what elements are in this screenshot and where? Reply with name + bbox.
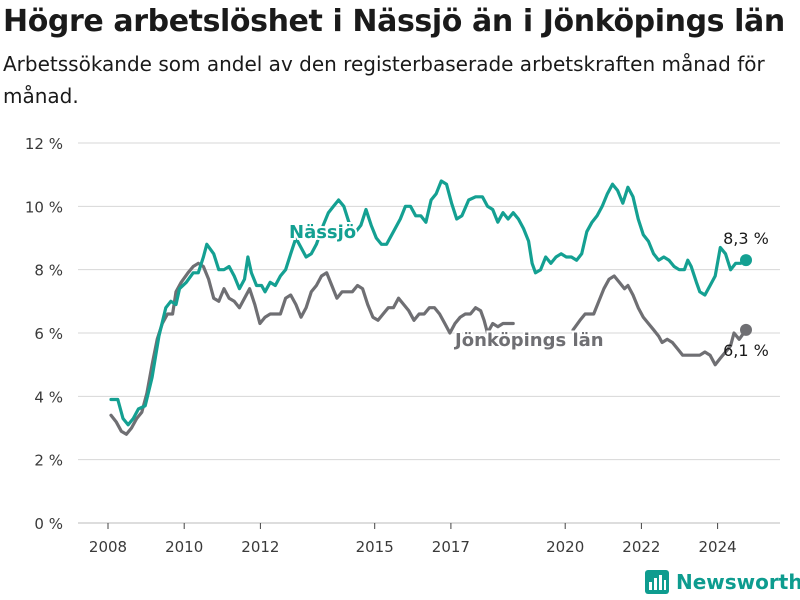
series-line-nassjo-0 [109,179,748,427]
y-axis-ticks: 0 % 2 % 4 % 6 % 8 % 10 % 12 % [25,135,63,533]
series-lines [109,179,752,436]
x-tick-label: 2017 [432,538,470,556]
y-tick-label: 2 % [34,452,63,470]
end-point-nassjo [740,254,752,267]
x-axis-ticks: 2008 2010 2012 2015 2017 2020 2022 2024 [89,523,737,556]
x-tick-label: 2008 [89,538,127,556]
x-tick-label: 2015 [356,538,394,556]
x-tick-label: 2012 [241,538,279,556]
brand-name: Newsworthy [676,570,800,594]
end-label-lan: 6,1 % [723,341,769,360]
series-label-lan: Jönköpings län [453,330,604,351]
x-tick-label: 2010 [165,538,203,556]
series-label-nassjo: Nässjö [289,222,356,243]
gridlines [78,142,780,524]
x-tick-label: 2022 [622,538,660,556]
newsworthy-logo: Newsworthy [644,569,800,595]
y-tick-label: 4 % [34,388,63,406]
x-tick-label: 2024 [699,538,737,556]
series-line-lan-0 [109,261,515,436]
x-tick-label: 2020 [546,538,584,556]
end-label-nassjo: 8,3 % [723,229,769,248]
chart-subtitle: Arbetssökande som andel av den registerb… [3,52,765,108]
y-tick-label: 8 % [34,262,63,280]
y-tick-label: 10 % [25,198,63,216]
chart-title: Högre arbetslöshet i Nässjö än i Jönköpi… [3,4,785,39]
series-line-lan-1 [571,274,748,367]
y-tick-label: 6 % [34,325,63,343]
series-labels: Nässjö Jönköpings län 8,3 % 6,1 % [287,220,769,360]
end-point-lan [740,323,752,336]
y-tick-label: 12 % [25,135,63,153]
y-tick-label: 0 % [34,515,63,533]
bar-chart-logo-icon [645,570,669,594]
